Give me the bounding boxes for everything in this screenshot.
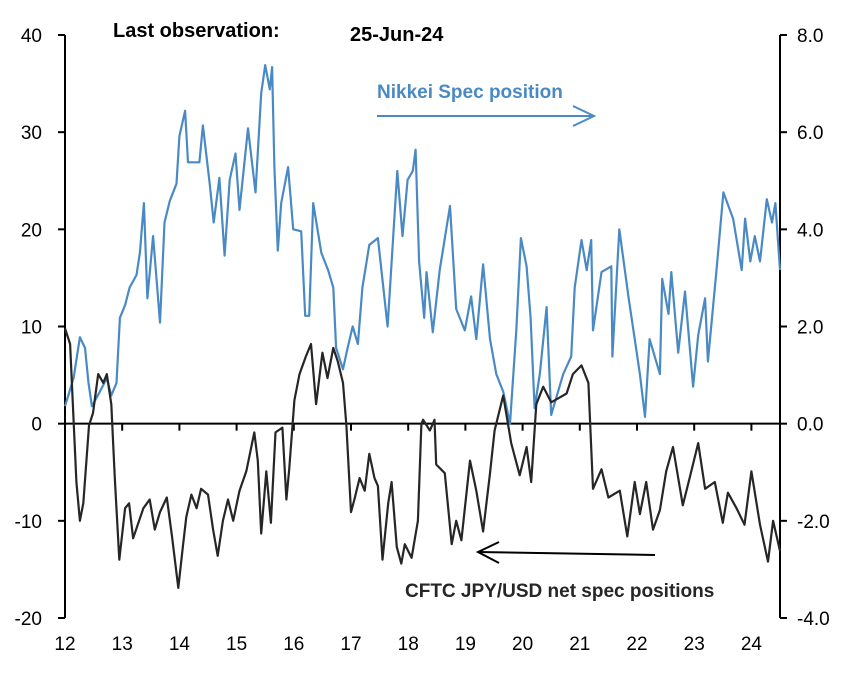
x-tick-label: 21 [569, 634, 590, 655]
x-tick-label: 18 [398, 634, 419, 655]
x-tick-label: 12 [54, 634, 75, 655]
right-y-tick-label: -4.0 [797, 609, 830, 630]
left-arrow-icon [475, 541, 656, 564]
x-tick-label: 24 [741, 634, 763, 655]
x-tick-label: 16 [283, 634, 304, 655]
right-arrow-icon [377, 105, 597, 127]
right-y-tick-label: 8.0 [797, 26, 823, 47]
left-y-tick-label: 40 [21, 26, 42, 47]
right-y-tick-label: 0.0 [797, 415, 823, 436]
left-y-tick-label: 10 [21, 318, 42, 339]
left-y-tick-label: -10 [15, 512, 42, 533]
x-tick-label: 14 [169, 634, 191, 655]
x-tick-label: 15 [226, 634, 247, 655]
cftc-jpy-usd-line [63, 328, 782, 590]
right-y-tick-label: 2.0 [797, 318, 823, 339]
left-y-tick-label: 20 [21, 220, 42, 241]
x-tick-label: 17 [340, 634, 361, 655]
last-observation-label: Last observation: [113, 20, 280, 42]
last-observation-date: 25-Jun-24 [350, 24, 444, 46]
right-y-tick-label: -2.0 [797, 512, 830, 533]
series-lines [63, 63, 782, 590]
right-y-tick-label: 4.0 [797, 220, 823, 241]
cftc-series-label: CFTC JPY/USD net spec positions [405, 581, 714, 602]
left-y-tick-label: -20 [15, 609, 42, 630]
x-tick-label: 22 [626, 634, 647, 655]
x-tick-label: 20 [512, 634, 533, 655]
nikkei-spec-position-line [63, 63, 782, 425]
left-y-tick-label: 30 [21, 123, 42, 144]
x-tick-label: 13 [112, 634, 133, 655]
right-y-tick-label: 6.0 [797, 123, 823, 144]
left-y-tick-label: 0 [31, 415, 42, 436]
x-tick-label: 19 [455, 634, 476, 655]
axes: -20 -10 0 10 20 30 40 -4.0 -2.0 0.0 2.0 4.0 6.0 8.0 12… [15, 26, 830, 655]
x-tick-label: 23 [684, 634, 705, 655]
nikkei-series-label: Nikkei Spec position [377, 82, 563, 103]
